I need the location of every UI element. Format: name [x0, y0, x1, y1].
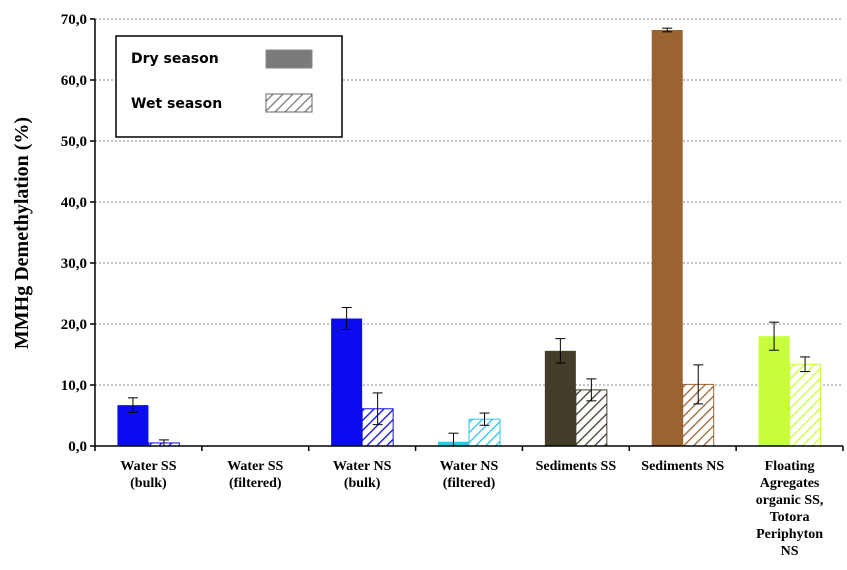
x-tick-label: Water NS (filtered): [440, 459, 499, 491]
y-tick-label: 20,0: [61, 317, 87, 333]
y-axis-label: MMHg Demethylation (%): [11, 117, 33, 349]
y-tick-label: 30,0: [61, 256, 87, 272]
error-bars: [127, 27, 811, 447]
bar-dry-season: [544, 350, 576, 446]
legend-label-dry: Dry season: [131, 51, 219, 67]
x-tick-labels: Water SS (bulk) Water SS (filtered) Water NS…: [120, 459, 823, 559]
bar-dry-season: [758, 336, 790, 446]
x-tick-label: Water NS (bulk): [333, 459, 392, 491]
bar-dry-season: [331, 318, 363, 446]
bar-dry-season: [651, 29, 683, 446]
y-tick-label: 10,0: [61, 378, 87, 394]
y-tick-label: 50,0: [61, 134, 87, 150]
bars: [117, 29, 822, 447]
bar-wet-season: [789, 363, 822, 447]
y-tick-label: 40,0: [61, 195, 87, 211]
x-tick-label: Floating Agregates organic SS, Totora Periph…: [756, 459, 824, 559]
legend: Dry season Wet season: [115, 35, 343, 138]
y-tick-label: 70,0: [61, 12, 87, 28]
y-tick-label: 0,0: [68, 439, 87, 455]
legend-swatch-wet: [265, 93, 313, 113]
x-tick-label: Sediments SS: [536, 459, 617, 474]
legend-swatch-dry: [265, 49, 313, 69]
x-tick-label: Water SS (bulk): [120, 459, 176, 491]
x-tick-label: Water SS (filtered): [227, 459, 283, 491]
grid-lines: [95, 18, 843, 386]
y-tick-labels: 0,0 10,0 20,0 30,0 40,0 50,0 60,0 70,0: [61, 12, 87, 455]
x-tick-label: Sediments NS: [641, 459, 724, 474]
legend-label-wet: Wet season: [131, 96, 222, 112]
y-tick-label: 60,0: [61, 73, 87, 89]
axes: [90, 18, 844, 451]
